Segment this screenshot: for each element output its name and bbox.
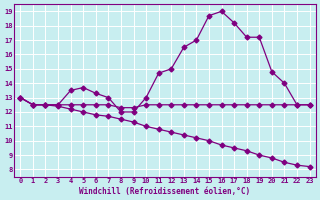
X-axis label: Windchill (Refroidissement éolien,°C): Windchill (Refroidissement éolien,°C) [79, 187, 251, 196]
